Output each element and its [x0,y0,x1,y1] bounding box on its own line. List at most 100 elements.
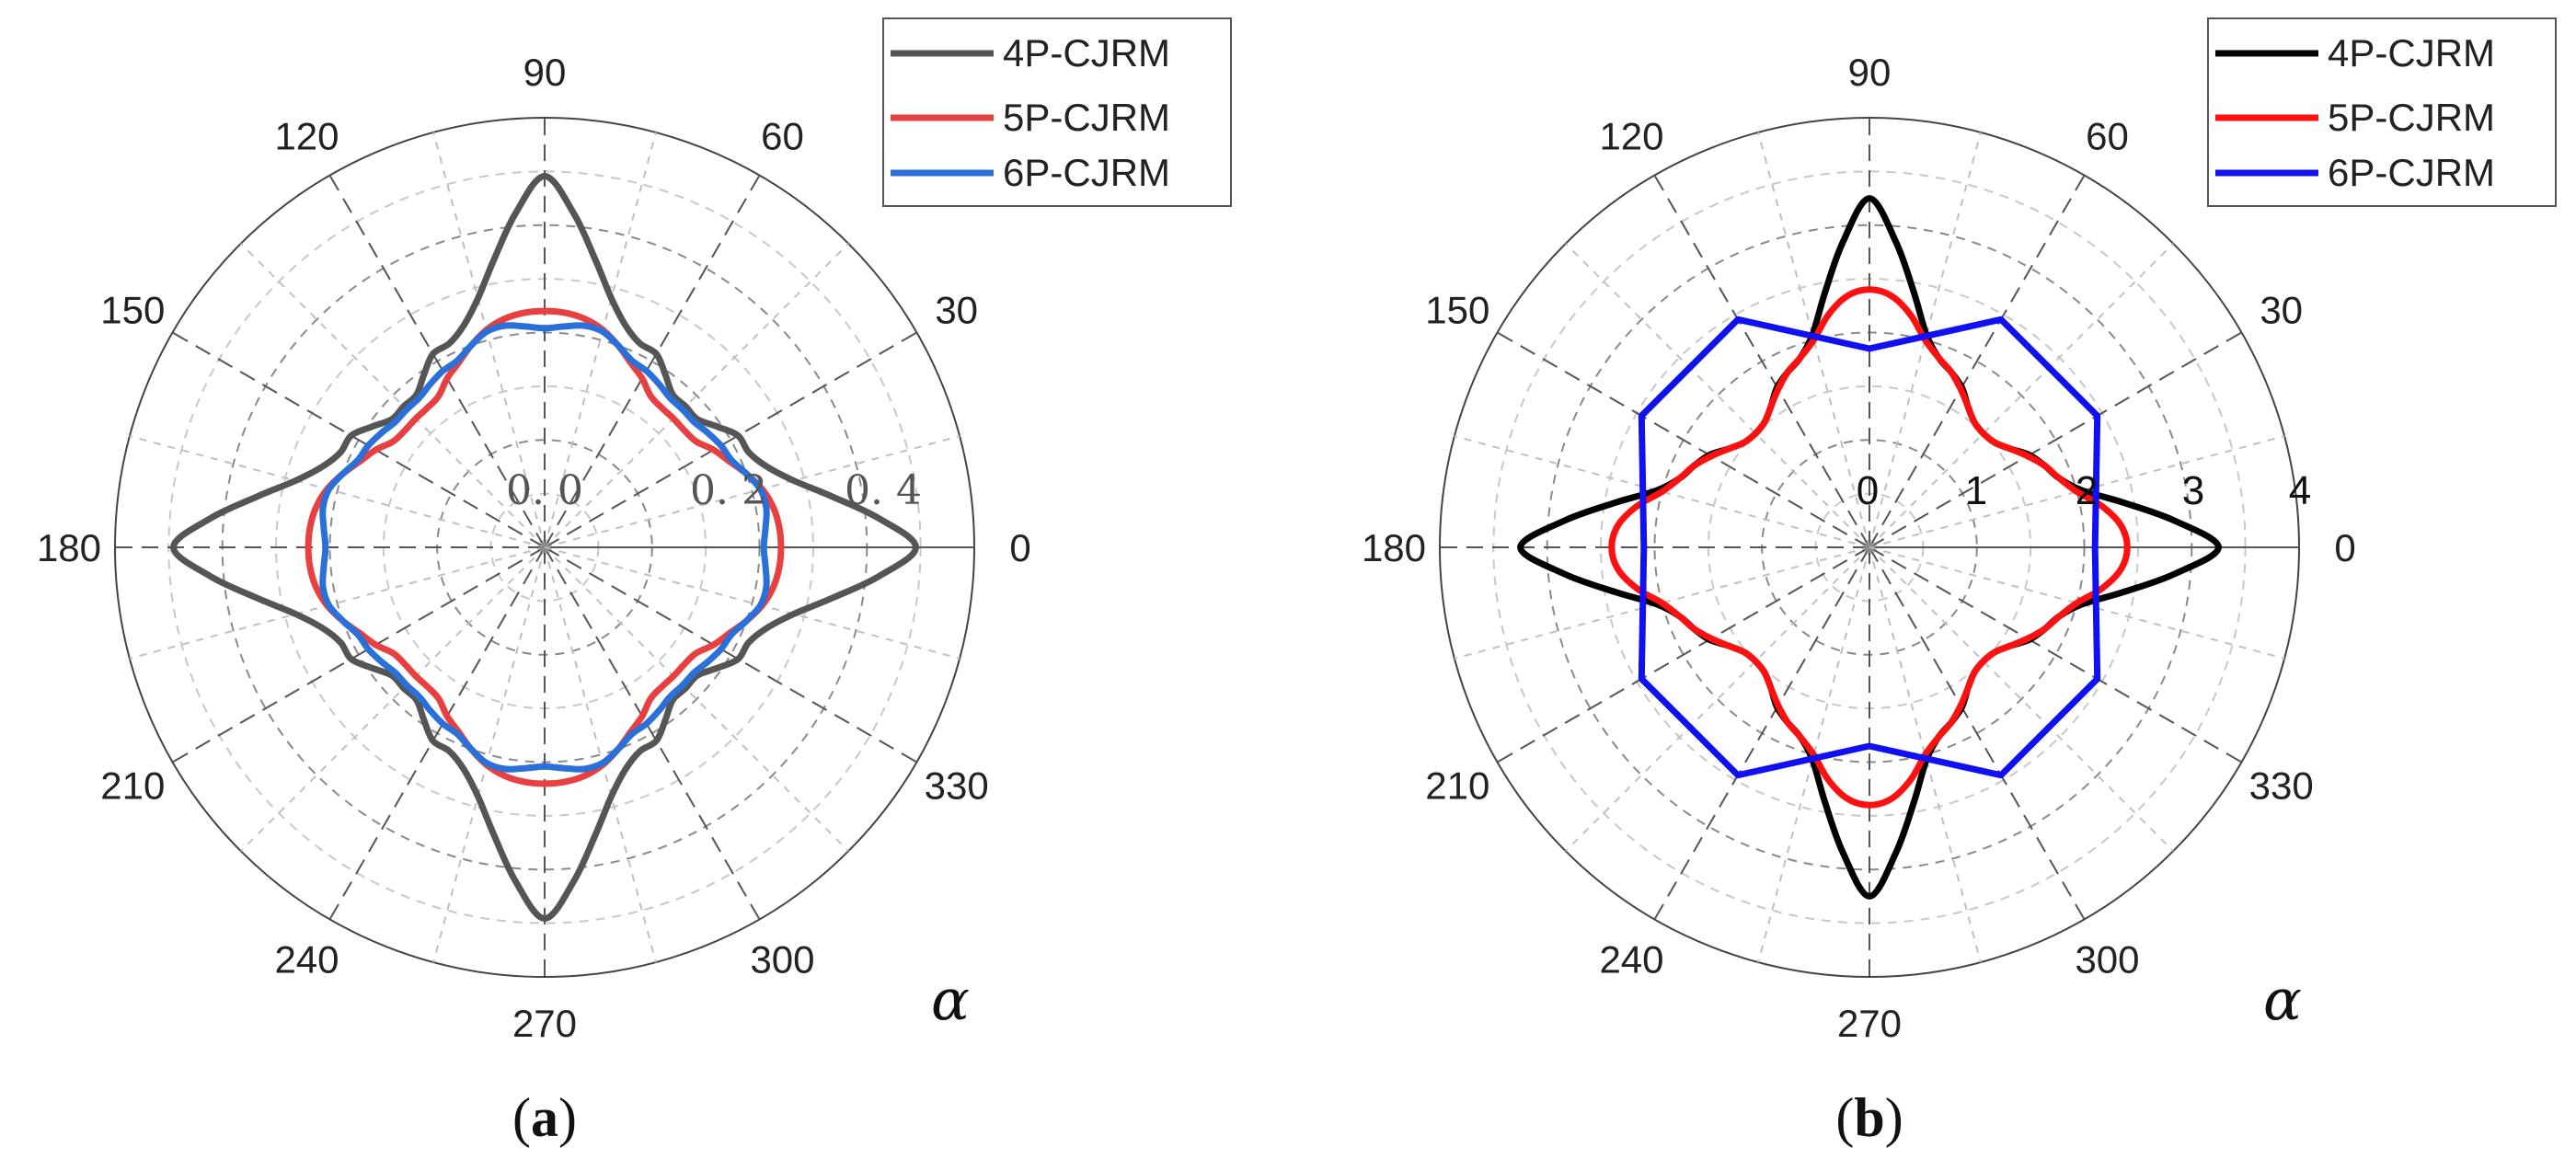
legend-label-5p-cjrm: 5P-CJRM [2328,96,2495,139]
theta-tick-label: 150 [100,289,165,332]
radial-tick-label: 0 [1857,468,1879,513]
grid-spoke-minor [1869,435,2285,548]
grid-spoke-major [1653,175,1870,548]
theta-tick-label: 90 [1848,51,1892,94]
theta-tick-label: 210 [1425,764,1489,808]
grid-spoke-major [544,546,917,763]
theta-tick-label: 90 [523,51,567,94]
legend-label-4p-cjrm: 4P-CJRM [2328,31,2495,75]
grid-spoke-major [1869,546,2242,763]
grid-spoke-minor [129,546,546,660]
theta-tick-label: 300 [2075,938,2139,982]
legend-label-6p-cjrm: 6P-CJRM [1003,151,1170,194]
grid-spoke-major [328,546,546,920]
theta-tick-label: 270 [1837,1002,1902,1045]
radial-tick-label: 3 [2182,468,2204,513]
theta-tick-label: 120 [274,114,339,157]
series-line-4p-cjrm [170,173,919,922]
grid-spoke-minor [544,546,849,852]
grid-spoke-minor [544,546,657,963]
radial-tick-label: 0. 0 [506,467,583,514]
theta-tick-label: 330 [925,764,989,808]
theta-tick-label: 60 [761,114,804,157]
grid-spoke-minor [1757,546,1870,963]
theta-tick-label: 0 [2334,526,2355,569]
theta-tick-label: 180 [37,526,101,569]
theta-tick-label: 180 [1362,526,1426,569]
grid-spoke-minor [432,546,546,963]
grid-spoke-minor [544,243,849,548]
series-line-6p-cjrm [1638,316,2101,779]
panel-a-caption-label: a [531,1087,558,1148]
theta-tick-label: 120 [1599,114,1663,157]
grid-spoke-minor [1757,132,1870,548]
panel-b-legend: 4P-CJRM 5P-CJRM 6P-CJRM [2207,17,2557,207]
series-line-5p-cjrm [305,307,785,787]
theta-tick-label: 150 [1425,289,1489,332]
panel-a-theta-ticks: 0 30 60 90 120 150 180 210 240 270 300 330 [37,51,1031,1045]
panel-a-caption: (a) [512,1087,577,1148]
grid-spoke-minor [1454,435,1870,548]
grid-spoke-minor [1565,546,1870,852]
theta-tick-label: 270 [512,1002,577,1045]
grid-spoke-major [544,546,761,920]
grid-spoke-major [172,546,546,763]
panel-b-caption-label: b [1854,1087,1884,1148]
series-line-5p-cjrm [1608,286,2131,809]
panel-b-grid [1439,117,2300,978]
legend-label-6p-cjrm: 6P-CJRM [2328,151,2495,194]
grid-spoke-minor [544,435,960,548]
grid-spoke-minor [1565,243,1870,548]
theta-tick-label: 240 [274,938,339,982]
theta-tick-label: 240 [1599,938,1663,982]
grid-spoke-major [544,175,761,548]
panel-a-grid [114,117,975,978]
radial-tick-label: 4 [2289,468,2311,513]
grid-spoke-minor [240,546,546,852]
panel-b-curves [1517,195,2222,900]
panel-a-alpha-symbol: α [931,966,970,1033]
panel-b-radial-ticks: 0 1 2 3 4 [1857,468,2311,513]
grid-spoke-minor [1869,132,1982,548]
theta-tick-label: 30 [2260,289,2303,332]
legend-label-4p-cjrm: 4P-CJRM [1003,31,1170,75]
grid-spoke-minor [1454,546,1870,660]
theta-tick-label: 300 [750,938,814,982]
grid-spoke-minor [129,435,546,548]
grid-spoke-minor [1869,243,2174,548]
theta-tick-label: 0 [1009,526,1030,569]
panel-a-curves [170,173,919,922]
grid-spoke-minor [432,132,546,548]
panel-a: 0 30 60 90 120 150 180 210 240 270 300 330 0. 0 0. 2… [37,17,1232,1148]
grid-spoke-major [328,175,546,548]
grid-spoke-minor [240,243,546,548]
grid-spoke-major [1653,546,1870,920]
grid-spoke-minor [1869,546,2174,852]
radial-tick-label: 0. 2 [690,467,767,514]
radial-tick-label: 0. 4 [845,467,922,514]
grid-spoke-minor [544,546,960,660]
grid-spoke-minor [544,132,657,548]
grid-spoke-major [544,331,917,548]
grid-spoke-major [172,331,546,548]
panel-b-caption: (b) [1835,1087,1903,1148]
grid-spoke-major [1869,175,2086,548]
theta-tick-label: 330 [2249,764,2314,808]
theta-tick-label: 30 [935,289,978,332]
grid-spoke-major [1869,546,2086,920]
series-line-6p-cjrm [319,322,770,773]
radial-tick-label: 1 [1965,468,1987,513]
radial-tick-label: 2 [2076,468,2098,513]
grid-spoke-major [1869,331,2242,548]
grid-spoke-minor [1869,546,1982,963]
legend-label-5p-cjrm: 5P-CJRM [1003,96,1170,139]
panel-a-radial-ticks: 0. 0 0. 2 0. 4 [506,467,922,514]
grid-spoke-major [1497,331,1870,548]
panel-a-legend: 4P-CJRM 5P-CJRM 6P-CJRM [882,17,1232,207]
theta-tick-label: 60 [2086,114,2129,157]
theta-tick-label: 210 [100,764,165,808]
panel-b-alpha-symbol: α [2263,966,2302,1033]
